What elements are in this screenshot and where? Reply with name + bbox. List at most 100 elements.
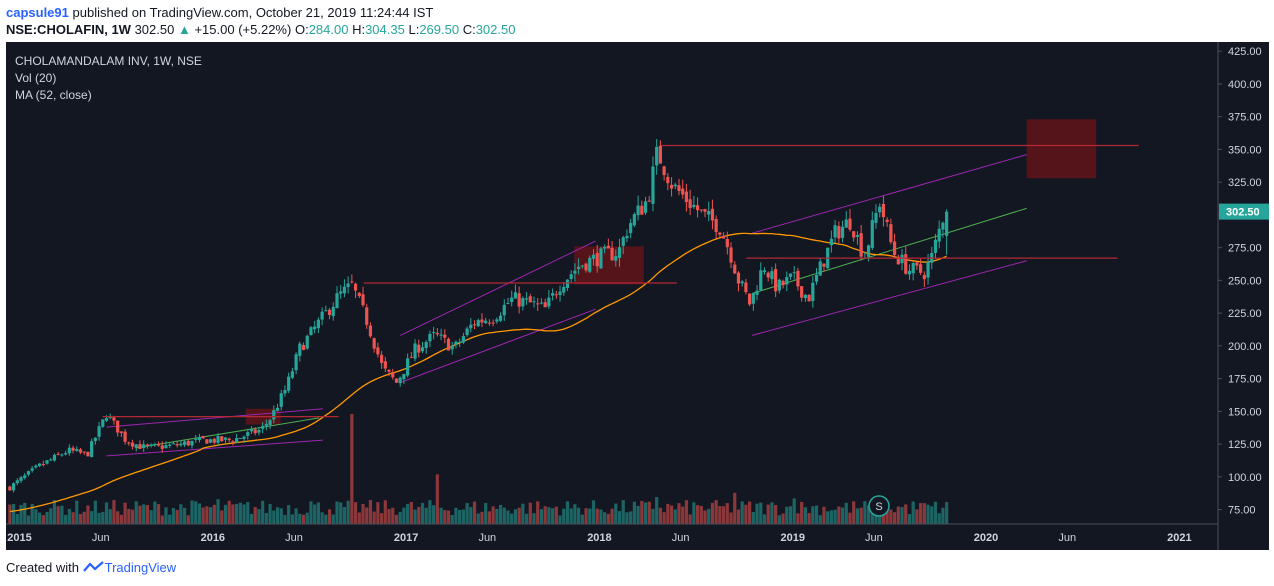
volume-bar	[736, 509, 741, 524]
volume-bar	[907, 514, 912, 524]
volume-bar	[201, 507, 205, 524]
channel-upper-line[interactable]	[752, 154, 1027, 234]
candle-body	[11, 483, 16, 491]
volume-bar	[361, 504, 365, 524]
tradingview-logo-icon[interactable]	[82, 561, 105, 576]
volume-bar	[550, 508, 555, 524]
candle-body	[56, 453, 60, 455]
volume-bar	[855, 508, 860, 524]
volume-bar	[933, 501, 938, 524]
volume-bar	[175, 509, 179, 524]
tradingview-brand[interactable]: TradingView	[104, 560, 177, 575]
candle-body	[480, 319, 484, 323]
open-label: O:	[294, 22, 309, 37]
candle-body	[127, 442, 131, 444]
volume-bar	[134, 501, 138, 524]
volume-bar	[264, 513, 268, 524]
candle-body	[625, 235, 629, 239]
candle-body	[45, 460, 49, 464]
volume-bar	[446, 510, 451, 524]
volume-bar	[365, 507, 369, 524]
volume-bar	[182, 507, 187, 524]
footer: Created with TradingView	[6, 560, 176, 576]
volume-bar	[707, 508, 711, 524]
volume-bar	[863, 501, 867, 524]
candle-body	[164, 445, 168, 449]
volume-bar	[755, 503, 759, 524]
chart-background	[6, 42, 1269, 550]
volume-bar	[837, 506, 841, 524]
volume-bar	[710, 502, 715, 524]
volume-bar	[881, 513, 886, 524]
candle-body	[606, 245, 610, 249]
target-zone-box[interactable]	[1026, 119, 1097, 179]
volume-bar	[919, 503, 923, 524]
volume-bar	[595, 508, 599, 524]
volume-bar	[792, 498, 796, 524]
volume-bar	[160, 515, 164, 524]
candle-body	[662, 166, 666, 176]
candle-body	[108, 416, 112, 419]
candle-body	[803, 295, 807, 299]
candle-body	[327, 309, 332, 315]
channel-upper-line[interactable]	[400, 240, 596, 336]
volume-bar	[212, 504, 216, 524]
candle-body	[874, 213, 878, 223]
volume-bar	[599, 509, 603, 524]
volume-bar	[807, 513, 811, 524]
price-axis-label: 125.00	[1228, 439, 1262, 451]
channel-lower-line[interactable]	[106, 439, 324, 457]
volume-bar	[785, 506, 789, 524]
volume-bar	[235, 503, 239, 524]
candle-body	[186, 440, 190, 446]
candle-body	[339, 291, 343, 294]
candle-body	[673, 184, 677, 187]
candle-body	[320, 311, 324, 320]
candle-body	[707, 210, 711, 215]
candle-body	[506, 303, 510, 305]
channel-upper-line[interactable]	[106, 408, 324, 428]
candle-body	[350, 281, 354, 283]
volume-bar	[643, 502, 648, 524]
candle-body	[301, 345, 306, 351]
volume-bar	[398, 511, 402, 524]
candle-body	[669, 184, 674, 189]
candle-body	[881, 203, 886, 218]
price-chart[interactable]: 425.00400.00375.00350.00325.00300.00275.…	[6, 42, 1269, 550]
volume-bar	[695, 505, 700, 524]
candle-body	[878, 206, 882, 213]
candle-body	[130, 442, 135, 447]
volume-bar	[610, 508, 614, 524]
price-axis-label: 75.00	[1228, 505, 1256, 517]
candle-body	[774, 269, 778, 292]
volume-bar	[327, 509, 332, 524]
volume-bar	[580, 514, 584, 524]
candle-body	[71, 447, 75, 451]
volume-bar	[11, 503, 16, 524]
candle-body	[591, 254, 596, 259]
candle-body	[852, 231, 856, 238]
candle-body	[643, 201, 648, 213]
candle-body	[432, 332, 436, 334]
candle-body	[818, 261, 822, 276]
volume-bar	[309, 501, 313, 524]
volume-bar	[829, 510, 833, 524]
channel-lower-line[interactable]	[400, 308, 596, 384]
candle-body	[409, 356, 413, 358]
volume-bar	[119, 514, 123, 524]
candle-body	[748, 293, 752, 305]
volume-bar	[565, 501, 570, 524]
volume-bar	[186, 515, 190, 524]
candle-body	[331, 306, 335, 317]
volume-bar	[796, 513, 800, 524]
volume-bar	[926, 504, 930, 524]
volume-bar	[662, 512, 666, 524]
author-link[interactable]: capsule91	[6, 5, 69, 20]
candle-body	[90, 441, 94, 457]
events-marker[interactable]: S	[868, 495, 890, 517]
channel-lower-line[interactable]	[752, 260, 1027, 336]
volume-bar	[164, 507, 168, 524]
events-marker-icon[interactable]	[868, 495, 890, 517]
candle-body	[446, 338, 451, 351]
volume-bar	[487, 511, 492, 524]
